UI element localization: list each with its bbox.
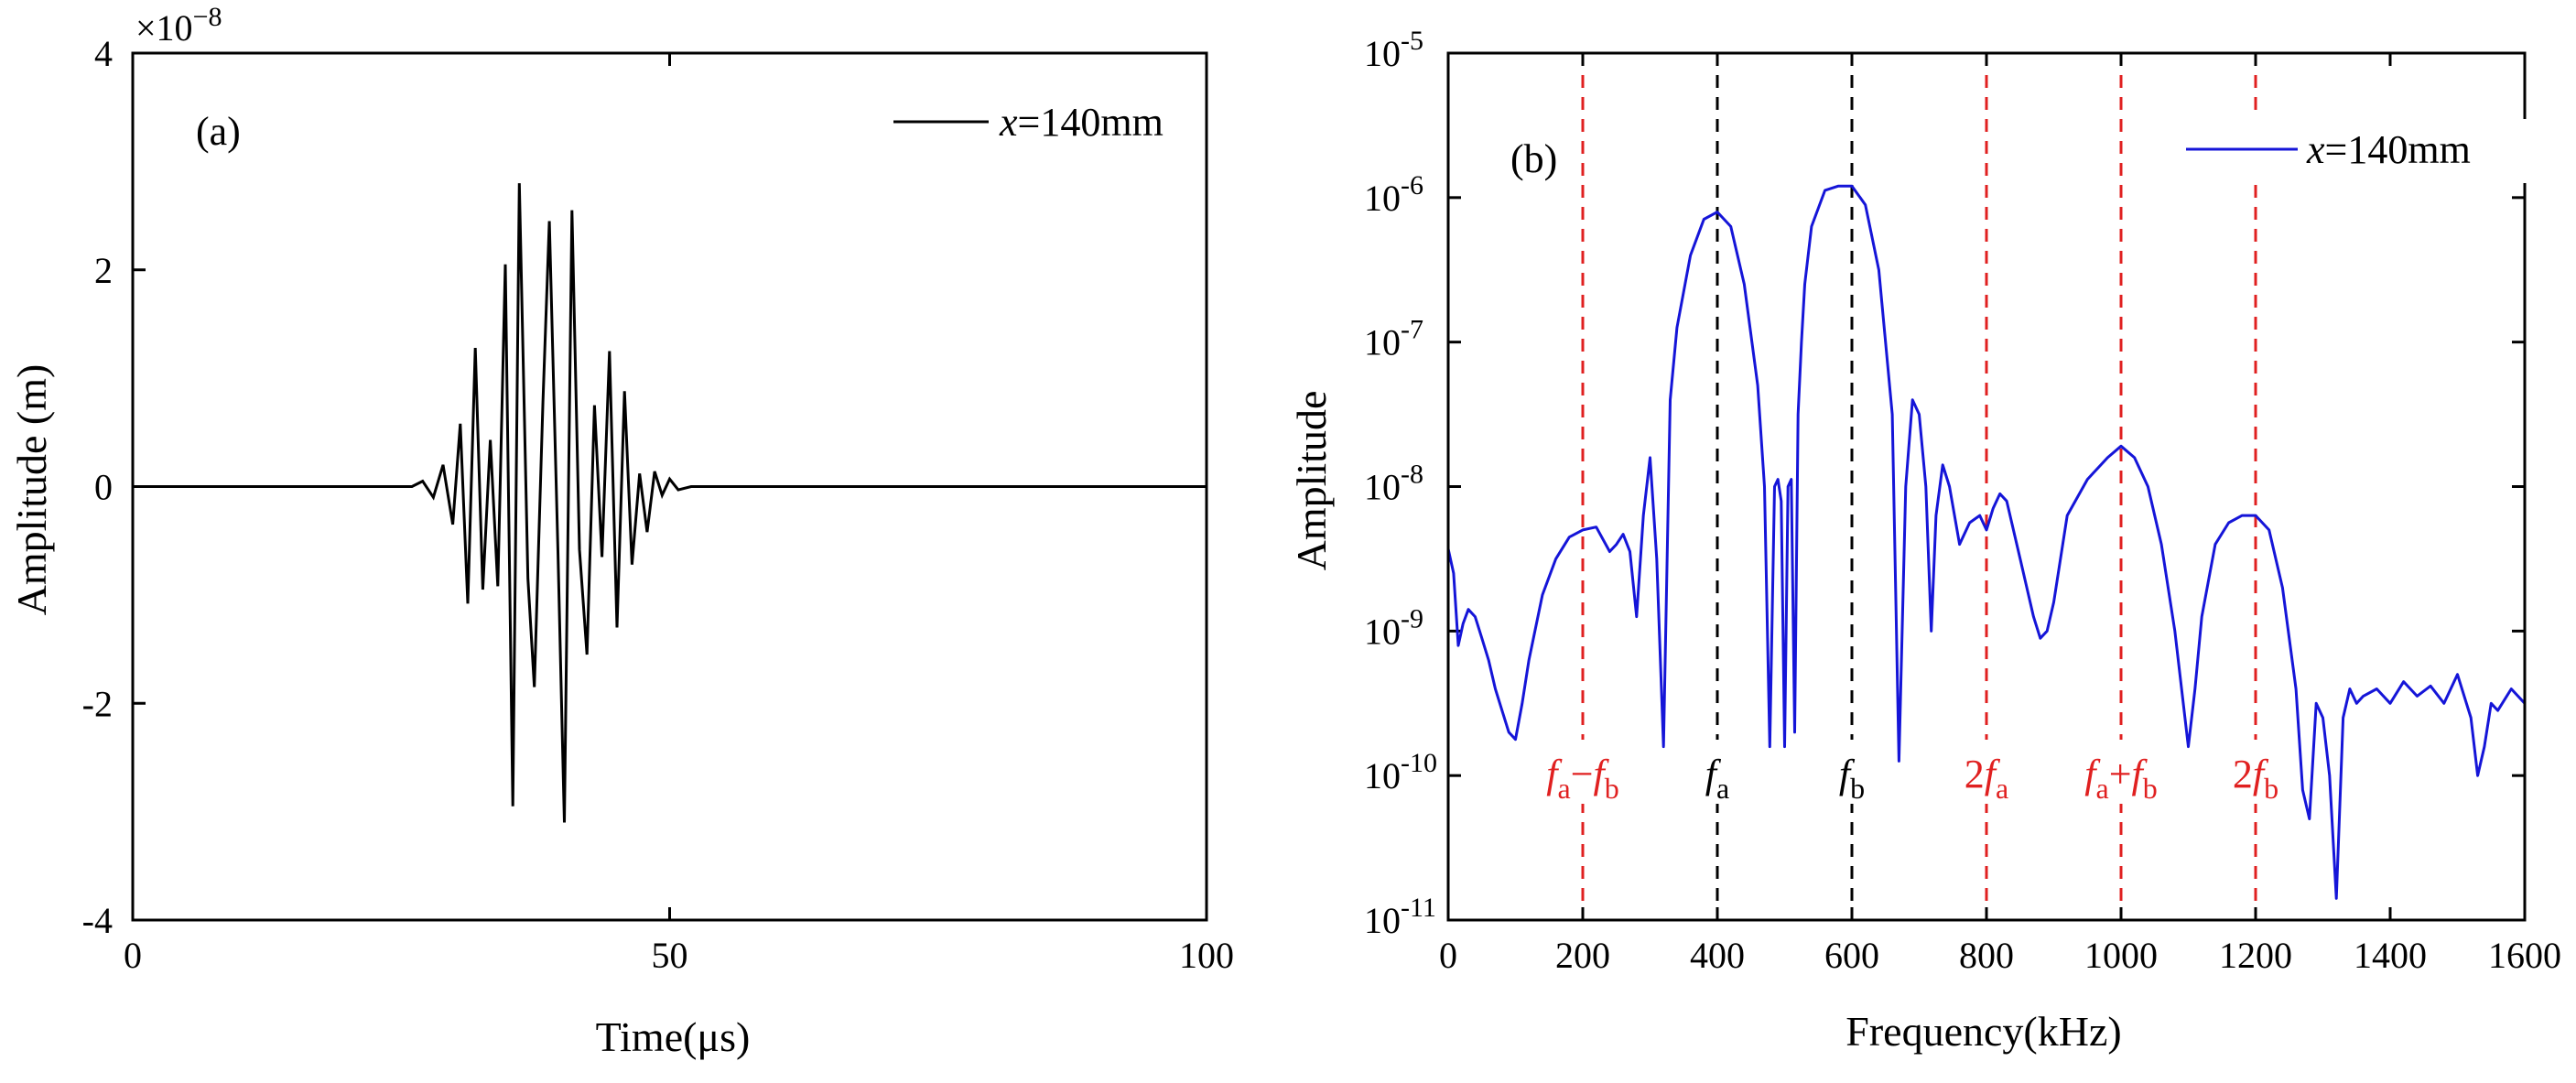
panel-b-marker-label-bg <box>1924 740 2049 804</box>
panel-a-y-tick-label: -2 <box>82 683 113 724</box>
panel-b-legend-label: x=140mm <box>2306 127 2471 172</box>
panel-b-y-tick-label: 10-6 <box>1364 170 1423 219</box>
panel-a-series-line <box>133 183 1207 823</box>
panel-b-x-tick-label: 600 <box>1824 935 1879 976</box>
panel-a-ticks: 0 50 100 -4 -2 0 2 4 <box>82 33 1234 976</box>
panel-b-frequency-markers: fa−fb fa fb 2fa fa+fb 2fb <box>1521 53 2318 920</box>
panel-a-y-tick-label: -4 <box>82 900 113 941</box>
panel-a: 0 50 100 -4 -2 0 2 4 Amplitude (m) Time(μs) ×10… <box>8 2 1234 1060</box>
panel-b-series-line <box>1446 184 2527 900</box>
panel-b-y-axis-label: Amplitude <box>1288 391 1335 571</box>
panel-a-label: (a) <box>196 109 241 154</box>
panel-a-x-tick-label: 0 <box>124 935 142 976</box>
panel-b-legend-background <box>2179 119 2527 183</box>
panel-a-legend-label: x=140mm <box>999 100 1164 145</box>
panel-b: fa−fb fa fb 2fa fa+fb 2fb 0 200 400 600 800 1000 12… <box>1288 26 2561 1055</box>
panel-a-x-tick-label: 50 <box>652 935 688 976</box>
panel-b-marker-label-bg <box>1521 740 1645 804</box>
panel-b-plot-frame <box>1446 51 2527 922</box>
panel-a-y-axis-label: Amplitude (m) <box>8 364 55 616</box>
panel-b-y-tick-label: 10-9 <box>1364 603 1423 652</box>
panel-b-x-tick-label: 1400 <box>2354 935 2427 976</box>
panel-b-ticks: 0 200 400 600 800 1000 1200 1400 1600 10-11 10-10 1… <box>1364 26 2561 976</box>
panel-a-x-tick-label: 100 <box>1179 935 1234 976</box>
panel-a-y-tick-label: 0 <box>94 467 113 508</box>
panel-b-label: (b) <box>1510 136 1557 181</box>
panel-b-x-axis-label: Frequency(kHz) <box>1845 1008 2121 1055</box>
panel-a-y-tick-label: 2 <box>94 250 113 291</box>
panel-b-marker-label-bg <box>2193 740 2318 804</box>
panel-b-marker-label: 2fa <box>1964 752 2008 805</box>
panel-b-x-tick-label: 800 <box>1959 935 2014 976</box>
panel-b-y-tick-label: 10-8 <box>1364 460 1423 508</box>
panel-b-x-tick-label: 1000 <box>2084 935 2158 976</box>
panel-b-y-tick-label: 10-10 <box>1364 748 1437 796</box>
panel-a-y-multiplier: ×10−8 <box>135 2 222 49</box>
panel-b-marker-label-bg <box>2059 740 2183 804</box>
panel-a-y-tick-label: 4 <box>94 33 113 74</box>
panel-b-marker-label-bg <box>1655 740 1780 804</box>
panel-b-y-tick-label: 10-5 <box>1364 26 1423 74</box>
panel-a-legend: x=140mm <box>893 100 1164 145</box>
panel-b-y-tick-label: 10-7 <box>1364 315 1423 363</box>
panel-b-x-tick-label: 1600 <box>2488 935 2561 976</box>
panel-b-x-tick-label: 0 <box>1439 935 1457 976</box>
panel-a-plot-frame <box>131 51 1208 922</box>
panel-a-x-axis-label: Time(μs) <box>596 1013 751 1060</box>
panel-b-y-tick-label: 10-11 <box>1364 893 1436 941</box>
panel-b-x-tick-label: 200 <box>1555 935 1610 976</box>
panel-b-legend: x=140mm <box>2179 119 2527 183</box>
panel-b-x-tick-label: 400 <box>1690 935 1745 976</box>
panel-b-marker-label-bg <box>1790 740 1914 804</box>
panel-b-x-tick-label: 1200 <box>2219 935 2292 976</box>
